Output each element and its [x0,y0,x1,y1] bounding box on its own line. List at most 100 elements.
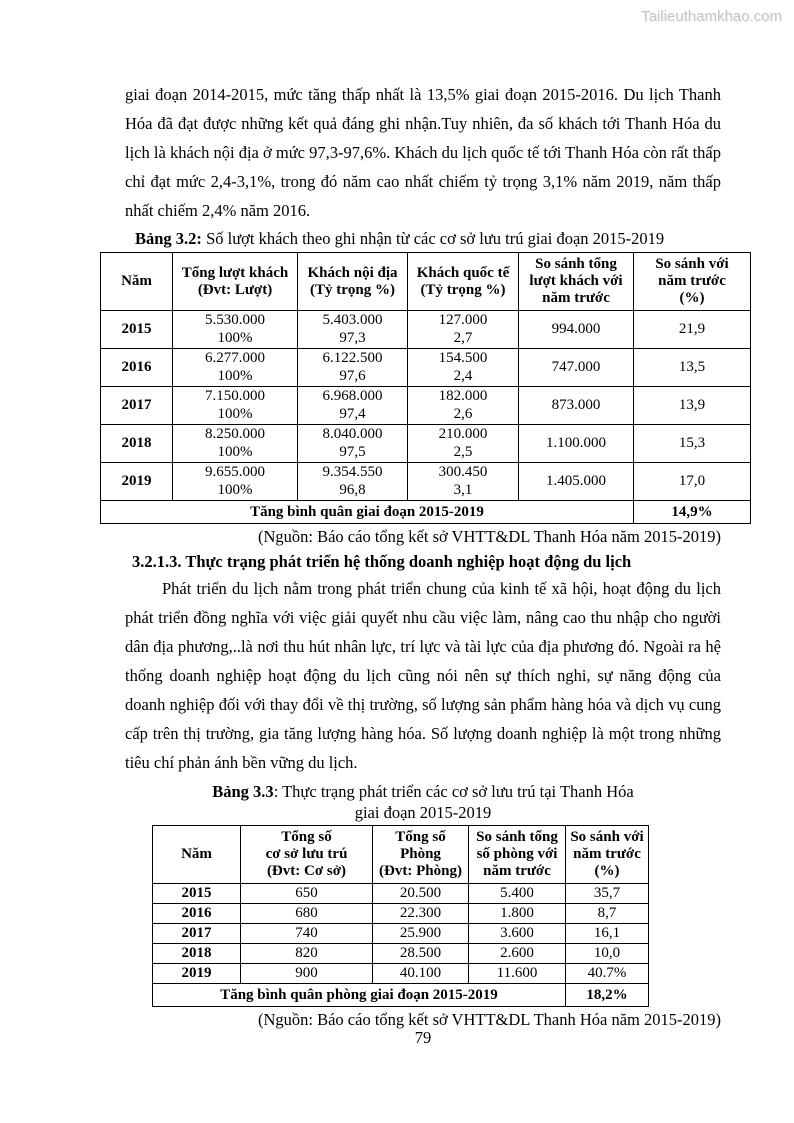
year-cell: 2018 [100,424,173,463]
data-cell: 20.500 [372,883,469,904]
table-row: 2017 7.150.000 100% 6.968.000 97,4 182.0… [100,386,751,425]
data-cell: 15,3 [633,424,751,463]
year-cell: 2015 [100,310,173,349]
table-row: 2018 8.250.000 100% 8.040.000 97,5 210.0… [100,424,751,463]
data-cell: 154.500 2,4 [407,348,519,387]
data-cell: 9.655.000 100% [172,462,298,501]
year-cell: 2019 [152,963,241,984]
table-3-2: Năm Tổng lượt khách (Đvt: Lượt) Khách nộ… [100,252,751,524]
year-cell: 2017 [100,386,173,425]
data-cell: 300.450 3,1 [407,462,519,501]
data-cell: 127.000 2,7 [407,310,519,349]
data-cell: 1.100.000 [518,424,634,463]
data-cell: 25.900 [372,923,469,944]
table-3-2-caption: Bảng 3.2: Số lượt khách theo ghi nhận từ… [125,228,721,250]
table-3-3-caption: Bảng 3.3: Thực trạng phát triển các cơ s… [125,781,721,823]
data-cell: 11.600 [468,963,566,984]
data-cell: 13,9 [633,386,751,425]
table-3-2-caption-text: Số lượt khách theo ghi nhận từ các cơ sở… [201,229,665,248]
data-cell: 182.000 2,6 [407,386,519,425]
data-cell: 6.122.500 97,6 [297,348,408,387]
column-header-so-sanh-nam-truoc: So sánh với năm trước (%) [565,825,649,884]
table-footer-row: Tăng bình quân phòng giai đoạn 2015-2019… [152,983,649,1007]
table-row: 2019 9.655.000 100% 9.354.550 96,8 300.4… [100,462,751,501]
year-cell: 2019 [100,462,173,501]
table-footer-label: Tăng bình quân phòng giai đoạn 2015-2019 [152,983,566,1007]
data-cell: 6.968.000 97,4 [297,386,408,425]
table-row: 2015 650 20.500 5.400 35,7 [152,883,649,904]
table-3-3-caption-line2: giai đoạn 2015-2019 [354,803,492,822]
column-header-nam: Năm [100,252,173,311]
data-cell: 22.300 [372,903,469,924]
table-3-3-caption-label: Bảng 3.3 [212,782,274,801]
table-3-3: Năm Tổng số cơ sở lưu trú (Đvt: Cơ sở) T… [152,825,649,1007]
data-cell: 8.250.000 100% [172,424,298,463]
data-cell: 1.800 [468,903,566,924]
table-footer-row: Tăng bình quân giai đoạn 2015-2019 14,9% [100,500,751,524]
column-header-tong-luot-khach: Tổng lượt khách (Đvt: Lượt) [172,252,298,311]
data-cell: 28.500 [372,943,469,964]
data-cell: 820 [240,943,373,964]
data-cell: 650 [240,883,373,904]
table-row: 2019 900 40.100 11.600 40.7% [152,963,649,984]
data-cell: 900 [240,963,373,984]
year-cell: 2018 [152,943,241,964]
data-cell: 13,5 [633,348,751,387]
table-row: 2015 5.530.000 100% 5.403.000 97,3 127.0… [100,310,751,349]
year-cell: 2017 [152,923,241,944]
data-cell: 7.150.000 100% [172,386,298,425]
data-cell: 17,0 [633,462,751,501]
column-header-nam: Năm [152,825,241,884]
table-3-3-caption-text: : Thực trạng phát triển các cơ sở lưu tr… [273,782,634,801]
data-cell: 994.000 [518,310,634,349]
data-cell: 5.400 [468,883,566,904]
table-row: 2016 6.277.000 100% 6.122.500 97,6 154.5… [100,348,751,387]
data-cell: 5.403.000 97,3 [297,310,408,349]
data-cell: 747.000 [518,348,634,387]
data-cell: 1.405.000 [518,462,634,501]
section-heading: 3.2.1.3. Thực trạng phát triển hệ thống … [132,552,632,571]
table-row: 2017 740 25.900 3.600 16,1 [152,923,649,944]
table-footer-value: 14,9% [633,500,751,524]
data-cell: 680 [240,903,373,924]
year-cell: 2015 [152,883,241,904]
data-cell: 8.040.000 97,5 [297,424,408,463]
table-header-row: Năm Tổng số cơ sở lưu trú (Đvt: Cơ sở) T… [152,825,649,884]
data-cell: 21,9 [633,310,751,349]
data-cell: 3.600 [468,923,566,944]
data-cell: 5.530.000 100% [172,310,298,349]
year-cell: 2016 [100,348,173,387]
table-header-row: Năm Tổng lượt khách (Đvt: Lượt) Khách nộ… [100,252,751,311]
column-header-tong-so-phong: Tổng số Phòng (Đvt: Phòng) [372,825,469,884]
data-cell: 35,7 [565,883,649,904]
data-cell: 740 [240,923,373,944]
data-cell: 9.354.550 96,8 [297,462,408,501]
column-header-khach-noi-dia: Khách nội địa (Tỷ trọng %) [297,252,408,311]
data-cell: 873.000 [518,386,634,425]
year-cell: 2016 [152,903,241,924]
intro-paragraph: giai đoạn 2014-2015, mức tăng thấp nhất … [125,85,721,220]
body-paragraph: Phát triển du lịch nằm trong phát triển … [125,579,721,772]
column-header-tong-so-co-so: Tổng số cơ sở lưu trú (Đvt: Cơ sở) [240,825,373,884]
column-header-so-sanh-tong: So sánh tổng lượt khách với năm trước [518,252,634,311]
data-cell: 10,0 [565,943,649,964]
page-content: giai đoạn 2014-2015, mức tăng thấp nhất … [100,80,751,1031]
data-cell: 16,1 [565,923,649,944]
column-header-so-sanh-nam-truoc: So sánh với năm trước (%) [633,252,751,311]
table-row: 2016 680 22.300 1.800 8,7 [152,903,649,924]
watermark: Tailieuthamkhao.com [641,8,782,25]
data-cell: 2.600 [468,943,566,964]
table-row: 2018 820 28.500 2.600 10,0 [152,943,649,964]
data-cell: 40.100 [372,963,469,984]
page-number: 79 [414,1028,432,1047]
table-3-2-caption-label: Bảng 3.2: [135,229,202,248]
table-3-2-source: (Nguồn: Báo cáo tổng kết sở VHTT&DL Than… [257,527,721,546]
data-cell: 8,7 [565,903,649,924]
data-cell: 6.277.000 100% [172,348,298,387]
data-cell: 210.000 2,5 [407,424,519,463]
table-footer-value: 18,2% [565,983,649,1007]
column-header-khach-quoc-te: Khách quốc tế (Tỷ trọng %) [407,252,519,311]
column-header-so-sanh-phong: So sánh tổng số phòng với năm trước [468,825,566,884]
table-footer-label: Tăng bình quân giai đoạn 2015-2019 [100,500,634,524]
